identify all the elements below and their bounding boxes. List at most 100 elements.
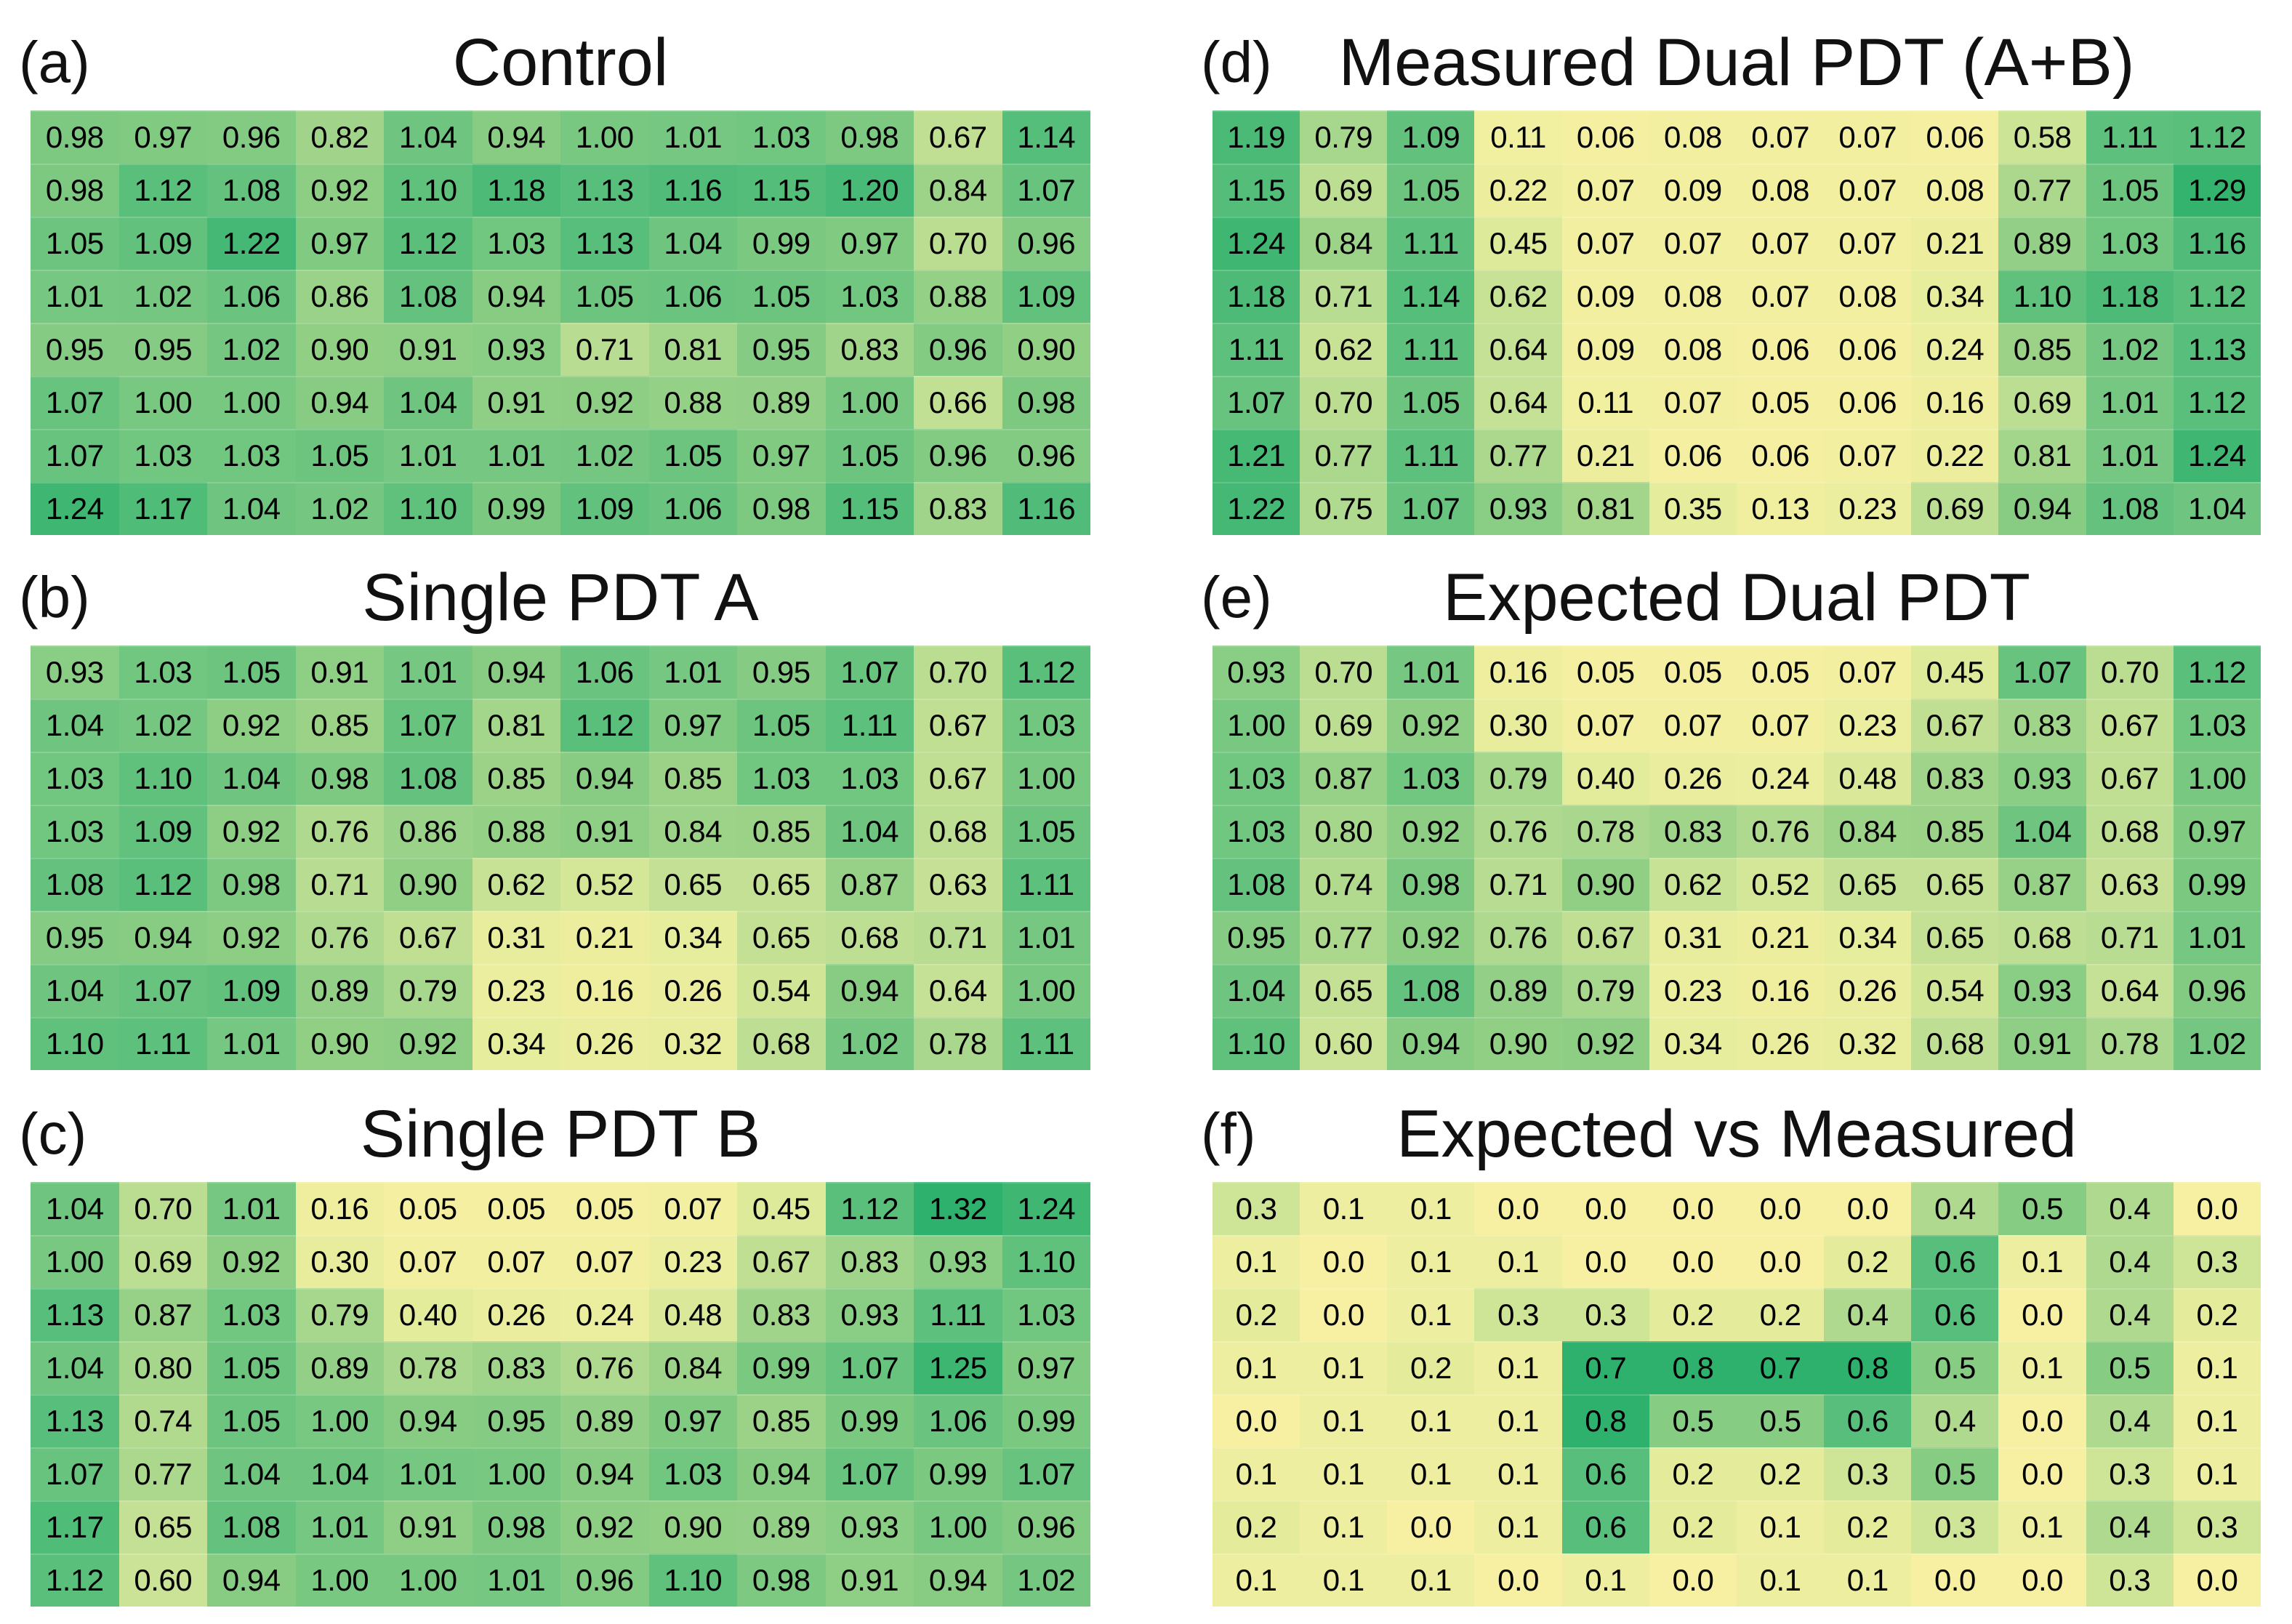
heatmap-cell: 0.23 bbox=[1824, 482, 1912, 535]
heatmap-cell: 0.2 bbox=[1824, 1235, 1912, 1288]
heatmap-cell: 0.67 bbox=[384, 911, 473, 964]
heatmap-cell: 0.68 bbox=[825, 911, 914, 964]
heatmap-cell: 1.06 bbox=[207, 270, 296, 323]
heatmap-cell: 1.00 bbox=[914, 1500, 1002, 1553]
heatmap-cell: 0.68 bbox=[1998, 911, 2086, 964]
heatmap-cell: 0.06 bbox=[1561, 110, 1649, 164]
heatmap-cell: 0.65 bbox=[1824, 858, 1912, 911]
heatmap-cell: 1.12 bbox=[2173, 646, 2261, 699]
heatmap-cell: 0.92 bbox=[1387, 699, 1475, 752]
heatmap-grid-expected-dual-pdt: 0.93 0.70 1.01 0.16 0.05 0.05 0.05 0.07 0.45 1.07… bbox=[1213, 646, 2261, 1070]
heatmap-cell: 1.05 bbox=[2086, 164, 2174, 217]
heatmap-cell: 0.1 bbox=[1387, 1288, 1475, 1341]
heatmap-cell: 0.89 bbox=[295, 964, 384, 1017]
heatmap-cell: 1.08 bbox=[1213, 858, 1300, 911]
heatmap-cell: 0.26 bbox=[472, 1288, 560, 1341]
heatmap-cell: 0.95 bbox=[737, 646, 826, 699]
heatmap-cell: 0.77 bbox=[1300, 911, 1388, 964]
heatmap-cell: 0.76 bbox=[295, 911, 384, 964]
heatmap-cell: 0.80 bbox=[118, 1341, 207, 1394]
heatmap-cell: 0.23 bbox=[1649, 964, 1737, 1017]
heatmap-cell: 0.92 bbox=[207, 911, 296, 964]
heatmap-cell: 1.05 bbox=[1387, 376, 1475, 429]
heatmap-cell: 0.94 bbox=[914, 1553, 1002, 1607]
heatmap-cell: 0.1 bbox=[1300, 1447, 1388, 1500]
heatmap-cell: 0.86 bbox=[295, 270, 384, 323]
heatmap-cell: 1.01 bbox=[472, 1553, 560, 1607]
heatmap-cell: 0.05 bbox=[1561, 646, 1649, 699]
heatmap-cell: 0.77 bbox=[1474, 429, 1562, 482]
heatmap-cell: 0.98 bbox=[472, 1500, 560, 1553]
heatmap-cell: 1.04 bbox=[384, 376, 473, 429]
heatmap-cell: 0.67 bbox=[914, 752, 1002, 805]
heatmap-cell: 0.4 bbox=[2086, 1182, 2174, 1235]
heatmap-cell: 0.97 bbox=[118, 110, 207, 164]
heatmap-cell: 0.85 bbox=[737, 805, 826, 858]
heatmap-cell: 0.21 bbox=[1561, 429, 1649, 482]
heatmap-cell: 1.04 bbox=[295, 1447, 384, 1500]
heatmap-cell: 0.93 bbox=[825, 1288, 914, 1341]
heatmap-cell: 1.02 bbox=[2086, 323, 2174, 376]
heatmap-cell: 1.01 bbox=[2086, 376, 2174, 429]
heatmap-cell: 1.15 bbox=[1213, 164, 1300, 217]
heatmap-cell: 0.70 bbox=[1300, 376, 1388, 429]
heatmap-cell: 0.0 bbox=[1561, 1235, 1649, 1288]
heatmap-cell: 0.90 bbox=[648, 1500, 737, 1553]
heatmap-cell: 1.15 bbox=[825, 482, 914, 535]
heatmap-cell: 0.09 bbox=[1561, 323, 1649, 376]
heatmap-cell: 1.01 bbox=[384, 429, 473, 482]
heatmap-cell: 0.6 bbox=[1824, 1394, 1912, 1447]
heatmap-cell: 0.5 bbox=[1649, 1394, 1737, 1447]
heatmap-cell: 0.48 bbox=[648, 1288, 737, 1341]
heatmap-cell: 0.79 bbox=[1561, 964, 1649, 1017]
heatmap-grid-measured-dual-pdt: 1.19 0.79 1.09 0.11 0.06 0.08 0.07 0.07 0.06 0.58… bbox=[1213, 110, 2261, 535]
heatmap-cell: 0.94 bbox=[472, 270, 560, 323]
heatmap-cell: 0.97 bbox=[295, 217, 384, 270]
heatmap-cell: 1.14 bbox=[1002, 110, 1090, 164]
heatmap-cell: 0.0 bbox=[1824, 1182, 1912, 1235]
heatmap-cell: 0.05 bbox=[1649, 646, 1737, 699]
heatmap-cell: 1.08 bbox=[384, 752, 473, 805]
heatmap-cell: 0.79 bbox=[295, 1288, 384, 1341]
heatmap-cell: 1.03 bbox=[1213, 752, 1300, 805]
heatmap-cell: 0.06 bbox=[1824, 323, 1912, 376]
heatmap-cell: 0.11 bbox=[1561, 376, 1649, 429]
heatmap-cell: 0.78 bbox=[2086, 1017, 2174, 1070]
heatmap-cell: 0.1 bbox=[1213, 1341, 1300, 1394]
heatmap-cell: 0.64 bbox=[2086, 964, 2174, 1017]
heatmap-cell: 1.16 bbox=[648, 164, 737, 217]
heatmap-cell: 1.12 bbox=[1002, 646, 1090, 699]
heatmap-cell: 0.63 bbox=[914, 858, 1002, 911]
heatmap-cell: 0.08 bbox=[1736, 164, 1825, 217]
heatmap-cell: 1.10 bbox=[384, 482, 473, 535]
heatmap-cell: 1.10 bbox=[1002, 1235, 1090, 1288]
heatmap-cell: 1.08 bbox=[207, 1500, 296, 1553]
heatmap-cell: 0.65 bbox=[1911, 858, 1999, 911]
heatmap-cell: 0.22 bbox=[1474, 164, 1562, 217]
heatmap-cell: 0.16 bbox=[1474, 646, 1562, 699]
heatmap-cell: 0.22 bbox=[1911, 429, 1999, 482]
heatmap-cell: 0.83 bbox=[825, 323, 914, 376]
heatmap-cell: 0.98 bbox=[295, 752, 384, 805]
heatmap-cell: 0.93 bbox=[1998, 964, 2086, 1017]
heatmap-cell: 0.34 bbox=[1824, 911, 1912, 964]
heatmap-cell: 0.1 bbox=[1474, 1447, 1562, 1500]
heatmap-grid-control: 0.98 0.97 0.96 0.82 1.04 0.94 1.00 1.01 1.03 0.98… bbox=[31, 110, 1090, 535]
heatmap-cell: 1.04 bbox=[2173, 482, 2261, 535]
heatmap-cell: 0.66 bbox=[914, 376, 1002, 429]
heatmap-cell: 0.8 bbox=[1649, 1341, 1737, 1394]
heatmap-cell: 1.04 bbox=[825, 805, 914, 858]
heatmap-cell: 1.12 bbox=[384, 217, 473, 270]
heatmap-cell: 1.04 bbox=[31, 1341, 119, 1394]
panel-title: Single PDT B bbox=[360, 1097, 761, 1171]
heatmap-cell: 0.08 bbox=[1649, 110, 1737, 164]
heatmap-cell: 1.03 bbox=[207, 429, 296, 482]
panel-measured-dual-pdt: (d) Measured Dual PDT (A+B) 1.19 0.79 1.09… bbox=[1201, 25, 2261, 535]
heatmap-cell: 1.12 bbox=[2173, 270, 2261, 323]
heatmap-cell: 0.97 bbox=[2173, 805, 2261, 858]
heatmap-cell: 0.90 bbox=[384, 858, 473, 911]
heatmap-cell: 0.71 bbox=[1300, 270, 1388, 323]
heatmap-cell: 1.12 bbox=[118, 164, 207, 217]
heatmap-cell: 0.91 bbox=[560, 805, 649, 858]
heatmap-cell: 1.16 bbox=[1002, 482, 1090, 535]
